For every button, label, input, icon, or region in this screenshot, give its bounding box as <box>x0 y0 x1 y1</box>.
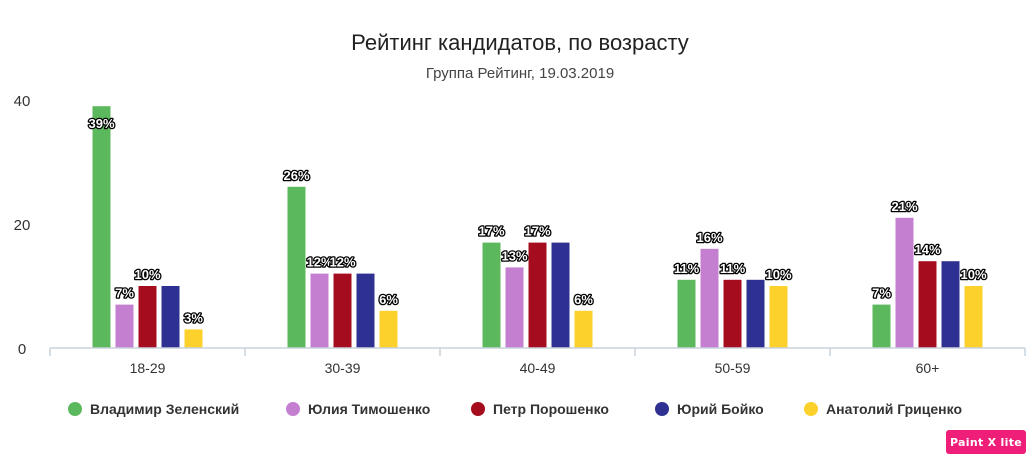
data-label: 26% <box>283 168 309 183</box>
legend-item-label: Владимир Зеленский <box>90 401 239 417</box>
data-label: 14% <box>914 242 940 257</box>
chart-title: Рейтинг кандидатов, по возрасту <box>351 30 689 55</box>
bars-group <box>92 106 983 348</box>
legend-item-label: Петр Порошенко <box>493 401 609 417</box>
bar <box>92 106 111 348</box>
bar <box>746 279 765 348</box>
data-label: 11% <box>674 261 700 276</box>
bar <box>941 261 960 348</box>
legend-item-label: Юлия Тимошенко <box>308 401 430 417</box>
data-label: 16% <box>696 230 722 245</box>
bar <box>551 242 570 348</box>
bar <box>769 286 788 348</box>
data-label: 7% <box>115 286 134 301</box>
bar <box>528 242 547 348</box>
data-labels-group: 39%7%10%3%26%12%12%6%17%13%17%6%11%16%11… <box>87 115 988 327</box>
bar <box>723 279 742 348</box>
data-label: 7% <box>872 286 891 301</box>
bar <box>964 286 983 348</box>
data-label: 3% <box>184 310 203 325</box>
watermark-logo: Paint X lite <box>946 430 1026 454</box>
data-label: 17% <box>478 224 504 239</box>
legend-marker <box>655 402 669 416</box>
data-label: 10% <box>960 267 986 282</box>
chart-subtitle: Группа Рейтинг, 19.03.2019 <box>426 65 614 82</box>
legend-marker <box>471 402 485 416</box>
bar <box>287 186 306 348</box>
legend-item-label: Анатолий Гриценко <box>826 401 962 417</box>
data-label: 10% <box>765 267 791 282</box>
bar <box>505 267 524 348</box>
legend-marker <box>804 402 818 416</box>
y-tick-label: 40 <box>14 93 31 110</box>
bar <box>138 286 157 348</box>
data-label: 12% <box>329 255 355 270</box>
legend-marker <box>286 402 300 416</box>
data-label: 17% <box>524 224 550 239</box>
bar <box>333 273 352 348</box>
x-tick-label: 30-39 <box>325 360 361 376</box>
x-tick-label: 50-59 <box>715 360 751 376</box>
bar <box>895 217 914 348</box>
bar <box>574 310 593 348</box>
y-axis: 0 20 40 <box>14 93 31 358</box>
legend-item-label: Юрий Бойко <box>677 401 764 417</box>
bar <box>356 273 375 348</box>
x-tick-label: 40-49 <box>520 360 556 376</box>
data-label: 21% <box>891 199 917 214</box>
bar <box>700 248 719 348</box>
legend-marker <box>68 402 82 416</box>
y-tick-label: 0 <box>18 341 26 358</box>
data-label: 13% <box>501 248 527 263</box>
y-tick-label: 20 <box>14 217 31 234</box>
bar <box>677 279 696 348</box>
bar <box>115 304 134 348</box>
bar <box>379 310 398 348</box>
x-axis: 18-29 30-39 40-49 50-59 60+ <box>49 348 1026 376</box>
data-label: 6% <box>574 292 593 307</box>
bar <box>161 286 180 348</box>
data-label: 6% <box>379 292 398 307</box>
bar <box>184 329 203 348</box>
data-label: 10% <box>134 267 160 282</box>
data-label: 39% <box>88 116 114 131</box>
legend: Владимир Зеленский Юлия Тимошенко Петр Пор… <box>68 401 962 417</box>
bar <box>872 304 891 348</box>
x-tick-label: 18-29 <box>130 360 166 376</box>
bar <box>310 273 329 348</box>
bar <box>482 242 501 348</box>
x-tick-label: 60+ <box>916 360 940 376</box>
data-label: 12% <box>306 255 332 270</box>
data-label: 11% <box>720 261 746 276</box>
bar <box>918 261 937 348</box>
